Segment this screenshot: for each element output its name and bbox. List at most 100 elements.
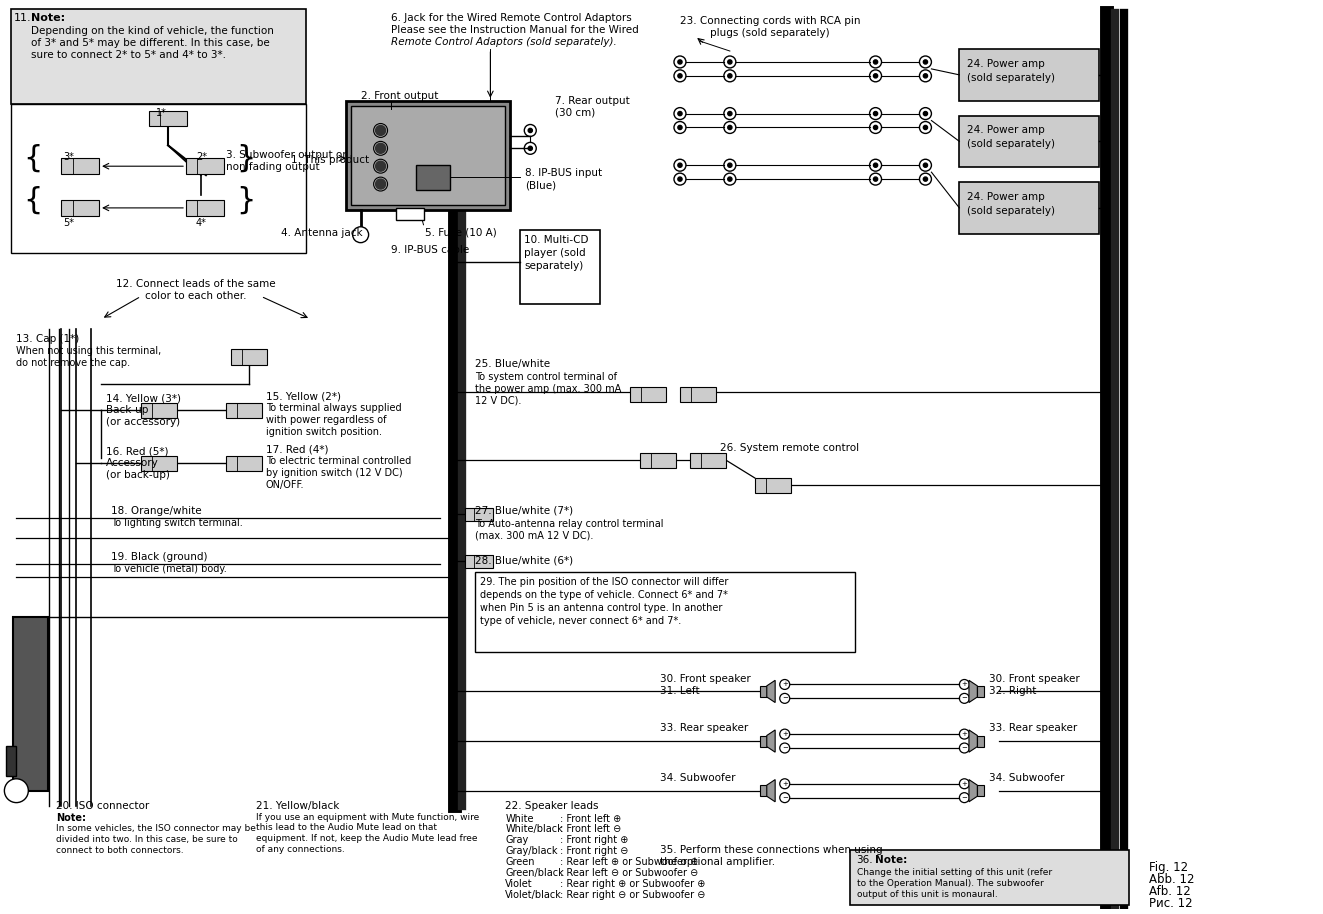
Text: output of this unit is monaural.: output of this unit is monaural. <box>856 890 998 899</box>
Text: Рис. 12: Рис. 12 <box>1148 897 1192 910</box>
Text: 34. Subwoofer: 34. Subwoofer <box>660 773 736 782</box>
Text: −: − <box>782 696 787 701</box>
Circle shape <box>728 125 732 130</box>
Bar <box>142 403 177 419</box>
Bar <box>689 453 726 468</box>
Text: To terminal always supplied: To terminal always supplied <box>266 403 401 413</box>
Text: 29. The pin position of the ISO connector will differ: 29. The pin position of the ISO connecto… <box>480 578 729 587</box>
Bar <box>759 785 767 796</box>
Circle shape <box>923 163 927 167</box>
Bar <box>187 158 224 175</box>
Text: −: − <box>962 745 967 751</box>
Circle shape <box>873 177 877 181</box>
Text: : Front left ⊖: : Front left ⊖ <box>560 824 622 834</box>
Text: Note:: Note: <box>32 14 65 23</box>
Text: 30. Front speaker: 30. Front speaker <box>660 674 750 684</box>
Text: 12. Connect leads of the same: 12. Connect leads of the same <box>116 280 275 290</box>
Text: To vehicle (metal) body.: To vehicle (metal) body. <box>111 564 228 574</box>
Text: 9. IP-BUS cable: 9. IP-BUS cable <box>390 245 468 255</box>
Text: 22. Speaker leads: 22. Speaker leads <box>505 801 599 811</box>
Text: −: − <box>782 794 787 801</box>
Text: 36.: 36. <box>856 856 873 866</box>
Text: +: + <box>782 731 787 737</box>
Text: White/black: White/black <box>505 824 564 834</box>
Text: Fig. 12: Fig. 12 <box>1148 861 1188 874</box>
Bar <box>959 49 1099 101</box>
Text: : Rear right ⊖ or Subwoofer ⊖: : Rear right ⊖ or Subwoofer ⊖ <box>560 890 705 900</box>
Bar <box>978 785 984 796</box>
Polygon shape <box>968 780 978 802</box>
Text: plugs (sold separately): plugs (sold separately) <box>710 28 830 38</box>
Text: 23. Connecting cords with RCA pin: 23. Connecting cords with RCA pin <box>680 16 860 27</box>
Bar <box>755 478 791 493</box>
Circle shape <box>728 74 732 78</box>
Circle shape <box>873 74 877 78</box>
Bar <box>12 103 306 252</box>
Text: 3*: 3* <box>64 153 74 163</box>
Text: equipment. If not, keep the Audio Mute lead free: equipment. If not, keep the Audio Mute l… <box>255 834 478 844</box>
Bar <box>959 182 1099 234</box>
Text: 24. Power amp: 24. Power amp <box>967 125 1045 135</box>
Text: (30 cm): (30 cm) <box>556 108 595 118</box>
Text: 35. Perform these connections when using: 35. Perform these connections when using <box>660 845 882 856</box>
Text: ON/OFF.: ON/OFF. <box>266 480 304 490</box>
Polygon shape <box>968 730 978 752</box>
Bar <box>226 403 262 419</box>
Circle shape <box>528 128 532 133</box>
Text: : Front left ⊕: : Front left ⊕ <box>560 813 622 824</box>
Bar <box>849 850 1129 905</box>
Text: 1. This product: 1. This product <box>291 155 369 165</box>
Bar <box>520 229 601 304</box>
Circle shape <box>873 60 877 64</box>
Text: when Pin 5 is an antenna control type. In another: when Pin 5 is an antenna control type. I… <box>480 603 722 613</box>
Text: the power amp (max. 300 mA: the power amp (max. 300 mA <box>475 384 622 394</box>
Bar <box>13 617 49 791</box>
Bar <box>12 9 306 103</box>
Text: 27. Blue/white (7*): 27. Blue/white (7*) <box>475 505 573 515</box>
Text: In some vehicles, the ISO connector may be: In some vehicles, the ISO connector may … <box>57 824 257 834</box>
Text: 30. Front speaker: 30. Front speaker <box>990 674 1080 684</box>
Text: Gray: Gray <box>505 835 529 845</box>
Text: divided into two. In this case, be sure to: divided into two. In this case, be sure … <box>57 835 238 845</box>
Text: do not remove the cap.: do not remove the cap. <box>16 357 131 367</box>
Text: ignition switch position.: ignition switch position. <box>266 428 382 437</box>
Text: (max. 300 mA 12 V DC).: (max. 300 mA 12 V DC). <box>475 530 594 540</box>
Text: with power regardless of: with power regardless of <box>266 415 386 425</box>
Text: Back-up: Back-up <box>106 406 148 416</box>
Circle shape <box>923 74 927 78</box>
Bar <box>142 456 177 471</box>
Text: 20. ISO connector: 20. ISO connector <box>57 801 149 811</box>
Text: color to each other.: color to each other. <box>146 292 246 302</box>
Text: Green/black: Green/black <box>505 868 564 878</box>
Text: 3. Subwoofer output or: 3. Subwoofer output or <box>226 150 347 160</box>
Polygon shape <box>767 680 775 703</box>
Text: non fading output: non fading output <box>226 162 320 172</box>
Polygon shape <box>767 730 775 752</box>
Circle shape <box>728 177 732 181</box>
Text: 4. Antenna jack: 4. Antenna jack <box>280 228 363 238</box>
Text: 2*: 2* <box>196 153 206 163</box>
Text: 4*: 4* <box>196 218 206 228</box>
Bar <box>759 686 767 697</box>
Circle shape <box>677 163 683 167</box>
Circle shape <box>677 177 683 181</box>
Text: Change the initial setting of this unit (refer: Change the initial setting of this unit … <box>856 868 1052 877</box>
Circle shape <box>376 161 385 171</box>
Text: (sold separately): (sold separately) <box>967 140 1056 149</box>
Text: White: White <box>505 813 533 824</box>
Text: of any connections.: of any connections. <box>255 845 344 855</box>
Text: : Rear right ⊕ or Subwoofer ⊕: : Rear right ⊕ or Subwoofer ⊕ <box>560 879 705 889</box>
Text: 5. Fuse (10 A): 5. Fuse (10 A) <box>426 228 497 238</box>
Bar <box>680 387 716 401</box>
Circle shape <box>4 779 28 802</box>
Text: 5*: 5* <box>64 218 74 228</box>
Text: 17. Red (4*): 17. Red (4*) <box>266 444 328 454</box>
Text: 8. IP-BUS input: 8. IP-BUS input <box>525 168 602 178</box>
Text: depends on the type of vehicle. Connect 6* and 7*: depends on the type of vehicle. Connect … <box>480 590 728 600</box>
Text: {: { <box>24 186 42 215</box>
Bar <box>466 556 493 569</box>
Text: −: − <box>782 745 787 751</box>
Text: Note:: Note: <box>57 813 86 823</box>
Text: Gray/black: Gray/black <box>505 846 558 856</box>
Bar <box>640 453 676 468</box>
